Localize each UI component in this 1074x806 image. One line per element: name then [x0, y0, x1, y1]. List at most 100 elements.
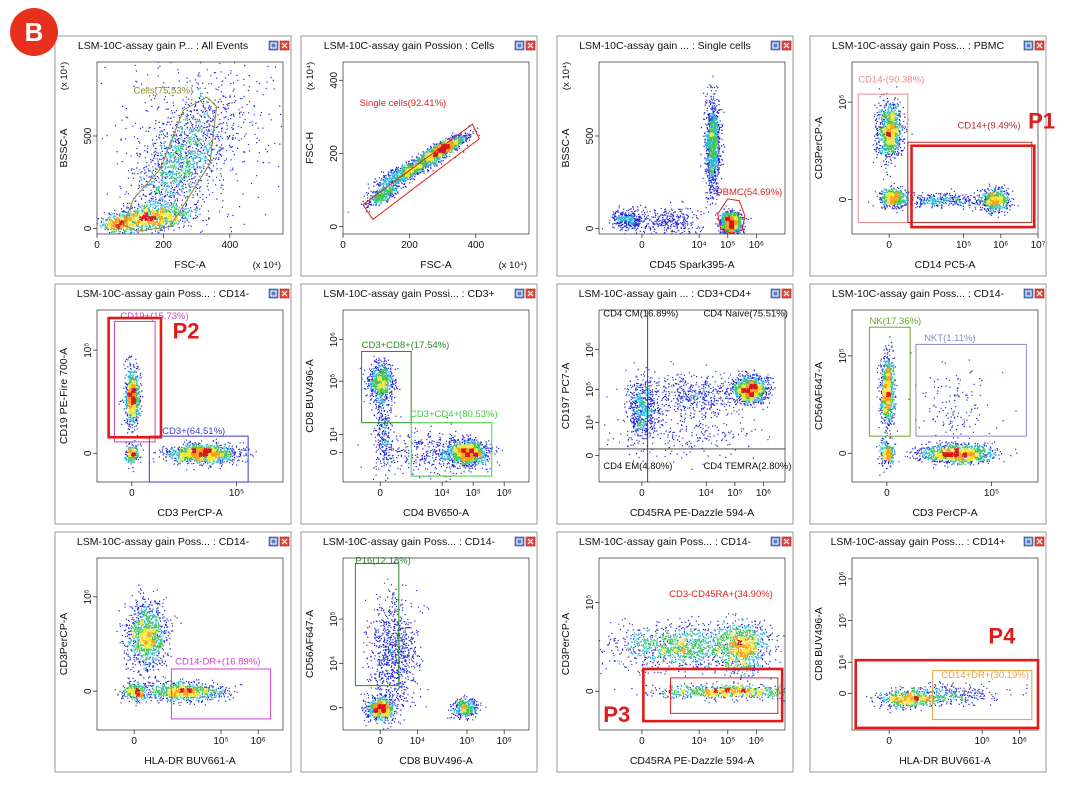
y-tick-label: 10⁵ — [83, 589, 94, 604]
close-icon[interactable] — [1034, 536, 1045, 547]
settings-icon[interactable] — [1023, 288, 1034, 299]
settings-icon[interactable] — [514, 40, 525, 51]
plot-axes-box — [96, 557, 284, 731]
close-icon[interactable] — [279, 40, 290, 51]
close-icon[interactable] — [1034, 288, 1045, 299]
plot-title: LSM-10C-assay gain Poss... : PBMC — [832, 40, 1005, 52]
plot-title: LSM-10C-assay gain ... : CD3+CD4+ — [579, 288, 752, 300]
gate-label: CD19+(15.73%) — [120, 311, 188, 322]
plot-window-p1: LSM-10C-assay gain P... : All Events 0 200… — [54, 35, 292, 277]
gate-cells[interactable] — [122, 96, 218, 232]
close-icon-glyph — [1036, 290, 1043, 297]
close-icon[interactable] — [781, 536, 792, 547]
y-tick-label: 0 — [838, 196, 849, 202]
y-tick-label: 500 — [585, 127, 596, 144]
y-axis-label: CD3PerCP-A — [560, 613, 572, 675]
event-point-layer — [127, 388, 213, 458]
y-tick-label: 10⁵ — [585, 382, 596, 397]
gate-cd19-[interactable] — [113, 320, 156, 443]
plot-title: LSM-10C-assay gain Poss... : CD14- — [77, 536, 250, 548]
gate-cd14-dr-[interactable] — [932, 670, 1033, 721]
settings-icon[interactable] — [268, 288, 279, 299]
plot-axes-box — [851, 557, 1039, 731]
close-icon[interactable] — [279, 536, 290, 547]
close-icon-glyph — [1036, 538, 1043, 545]
quadrant-label: CD4 TEMRA(2.80%) — [703, 461, 791, 472]
settings-icon[interactable] — [514, 288, 525, 299]
settings-icon-box — [1023, 288, 1034, 299]
settings-icon-glyph — [772, 538, 779, 545]
settings-icon-glyph — [270, 538, 277, 545]
gate-cd3-cd8-[interactable] — [361, 351, 412, 424]
gate-label: NKT(1.11%) — [924, 333, 976, 344]
x-tick-label: 10⁴ — [691, 736, 706, 747]
gate-cd14-dr-[interactable] — [170, 668, 272, 720]
y-axis-label: BSSC-A — [58, 128, 70, 167]
close-icon[interactable] — [781, 40, 792, 51]
plot-title: LSM-10C-assay gain Poss... : CD14+ — [831, 536, 1006, 548]
y-scale-label: (x 10⁴) — [561, 62, 572, 90]
plot-axes-box — [598, 557, 786, 731]
x-tick-label: 400 — [222, 240, 239, 251]
gate-p16[interactable] — [354, 563, 400, 687]
y-tick-label: 10⁶ — [585, 342, 596, 357]
gate-nk[interactable] — [868, 326, 911, 437]
settings-icon[interactable] — [770, 536, 781, 547]
close-icon[interactable] — [525, 536, 536, 547]
settings-icon[interactable] — [268, 536, 279, 547]
gate-nkt[interactable] — [915, 343, 1027, 437]
gate-label: CD3+(64.51%) — [162, 426, 225, 437]
settings-icon[interactable] — [268, 40, 279, 51]
gate-pbmc[interactable] — [717, 198, 746, 234]
settings-icon[interactable] — [1023, 40, 1034, 51]
close-icon[interactable] — [781, 288, 792, 299]
x-tick-label: 10⁴ — [410, 736, 425, 747]
plot-window-p3: LSM-10C-assay gain ... : Single cells 0 10… — [556, 35, 794, 277]
close-icon[interactable] — [525, 40, 536, 51]
gate-cd14-[interactable] — [907, 141, 1033, 224]
gate-single-cells[interactable] — [362, 123, 480, 221]
settings-icon-glyph — [516, 290, 523, 297]
event-point-layer — [604, 361, 776, 470]
settings-icon-box — [770, 40, 781, 51]
settings-icon[interactable] — [1023, 536, 1034, 547]
quadrant-label: CD4 EM(4.80%) — [603, 461, 672, 472]
gate-label: NK(17.36%) — [869, 316, 921, 327]
close-icon[interactable] — [525, 288, 536, 299]
x-tick-label: 0 — [94, 240, 100, 251]
gate-cd3-cd45ra-[interactable] — [670, 677, 779, 714]
y-axis-label: BSSC-A — [560, 128, 572, 167]
event-point-layer — [886, 124, 1000, 206]
event-point-layer — [373, 700, 467, 718]
settings-icon[interactable] — [770, 288, 781, 299]
x-axis-label: CD45 Spark395-A — [649, 259, 734, 271]
event-points — [604, 361, 776, 470]
plot-window-p2: LSM-10C-assay gain Possion : Cells 0 200 40… — [300, 35, 538, 277]
settings-icon[interactable] — [770, 40, 781, 51]
x-tick-label: 10⁶ — [1012, 736, 1027, 747]
settings-icon[interactable] — [514, 536, 525, 547]
y-tick-label: 0 — [838, 450, 849, 456]
close-icon[interactable] — [1034, 40, 1045, 51]
y-tick-label: 0 — [585, 688, 596, 694]
x-tick-label: 0 — [886, 736, 892, 747]
gate-label: CD14+DR+(30.19%) — [941, 670, 1029, 681]
plot-title: LSM-10C-assay gain P... : All Events — [78, 40, 248, 52]
close-icon[interactable] — [279, 288, 290, 299]
x-axis-label: CD45RA PE-Dazzle 594-A — [630, 507, 754, 519]
gate-cd3-cd4-[interactable] — [410, 422, 493, 477]
plot-window-frame — [300, 283, 538, 525]
event-points — [599, 613, 785, 704]
x-axis-label: HLA-DR BUV661-A — [899, 755, 991, 767]
gate-cd3-[interactable] — [148, 435, 249, 483]
event-points — [866, 681, 1028, 714]
plot-title: LSM-10C-assay gain Possi... : CD3+ — [323, 288, 494, 300]
x-tick-label: 10⁶ — [497, 736, 512, 747]
x-tick-label: 10⁵ — [727, 488, 742, 499]
x-tick-label: 10⁵ — [720, 240, 735, 251]
x-tick-label: 10⁴ — [699, 488, 714, 499]
y-axis-label: CD56AF647-A — [813, 362, 825, 430]
y-tick-label: 0 — [83, 688, 94, 694]
event-point-layer — [433, 144, 451, 158]
